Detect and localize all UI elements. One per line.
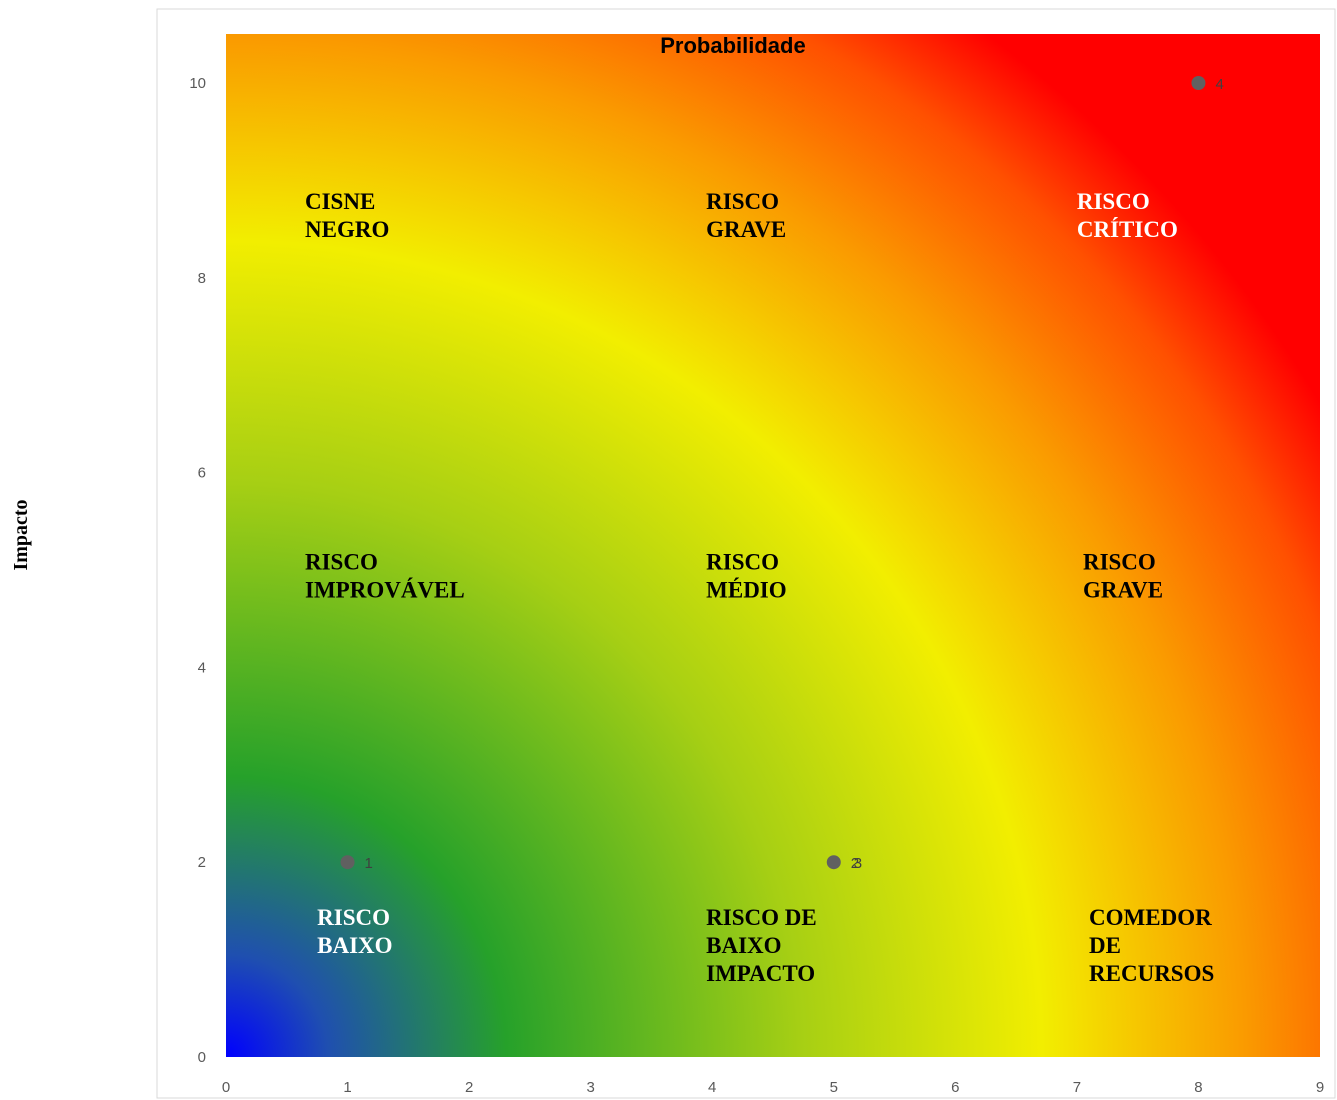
y-tick-label: 6 [198, 465, 206, 482]
zone-label-line: NEGRO [305, 217, 389, 242]
risk-zone-labels: CISNE NEGRO RISCO GRAVE RISCO CRÍTICO RISCO IMP… [305, 189, 1214, 986]
zone-label: RISCO IMPROVÁVEL [305, 549, 465, 602]
zone-label: RISCO GRAVE [706, 189, 786, 242]
zone-label-line: RISCO DE [706, 905, 817, 930]
data-point [826, 855, 841, 870]
x-axis-ticks: 0 1 2 3 4 5 6 7 8 9 [222, 1079, 1324, 1096]
zone-label-line: BAIXO [317, 933, 392, 958]
zone-label-line: MÉDIO [706, 577, 787, 602]
zone-label: RISCO CRÍTICO [1077, 189, 1178, 242]
x-tick-label: 4 [708, 1079, 716, 1096]
zone-label-line: GRAVE [706, 217, 786, 242]
zone-label-line: GRAVE [1083, 577, 1163, 602]
zone-label-line: CRÍTICO [1077, 217, 1178, 242]
data-point-label: 1 [365, 855, 373, 872]
zone-label-line: BAIXO [706, 933, 781, 958]
x-tick-label: 5 [830, 1079, 838, 1096]
data-point-label: 2 [851, 855, 859, 872]
zone-label: RISCO DE BAIXO IMPACTO [706, 905, 817, 986]
zone-label-line: DE [1089, 933, 1121, 958]
zone-label: RISCO MÉDIO [706, 549, 787, 602]
zone-label-line: RISCO [1077, 189, 1150, 214]
x-tick-label: 3 [586, 1079, 594, 1096]
zone-label: RISCO BAIXO [317, 905, 392, 958]
data-point-label: 4 [1215, 76, 1223, 93]
y-tick-label: 0 [198, 1049, 206, 1066]
zone-label-line: RISCO [305, 549, 378, 574]
zone-label-line: RISCO [1083, 549, 1156, 574]
risk-points: 1 23 4 [340, 76, 1224, 872]
y-tick-label: 4 [198, 659, 206, 676]
x-tick-label: 0 [222, 1079, 230, 1096]
x-tick-label: 9 [1316, 1079, 1324, 1096]
zone-label: RISCO GRAVE [1083, 549, 1163, 602]
y-axis-ticks: 0 2 4 6 8 10 [189, 75, 206, 1066]
y-tick-label: 2 [198, 854, 206, 871]
zone-label-line: RECURSOS [1089, 961, 1214, 986]
x-tick-label: 8 [1194, 1079, 1202, 1096]
plot-area [226, 34, 1320, 1057]
zone-label-line: RISCO [706, 189, 779, 214]
zone-label: COMEDOR DE RECURSOS [1089, 905, 1214, 986]
data-point [1191, 76, 1206, 90]
zone-label: CISNE NEGRO [305, 189, 389, 242]
zone-label-line: RISCO [706, 549, 779, 574]
zone-label-line: RISCO [317, 905, 390, 930]
zone-label-line: COMEDOR [1089, 905, 1212, 930]
y-tick-label: 8 [198, 270, 206, 287]
x-tick-label: 7 [1073, 1079, 1081, 1096]
y-axis-label: Impacto [10, 499, 32, 570]
zone-label-line: CISNE [305, 189, 375, 214]
zone-label-line: IMPACTO [706, 961, 815, 986]
chart-title: Probabilidade [660, 33, 805, 58]
data-point-label: 3 [854, 855, 862, 872]
data-point [340, 855, 355, 870]
zone-label-line: IMPROVÁVEL [305, 577, 465, 602]
x-tick-label: 2 [465, 1079, 473, 1096]
y-tick-label: 10 [189, 75, 206, 92]
x-tick-label: 6 [951, 1079, 959, 1096]
x-tick-label: 1 [343, 1079, 351, 1096]
